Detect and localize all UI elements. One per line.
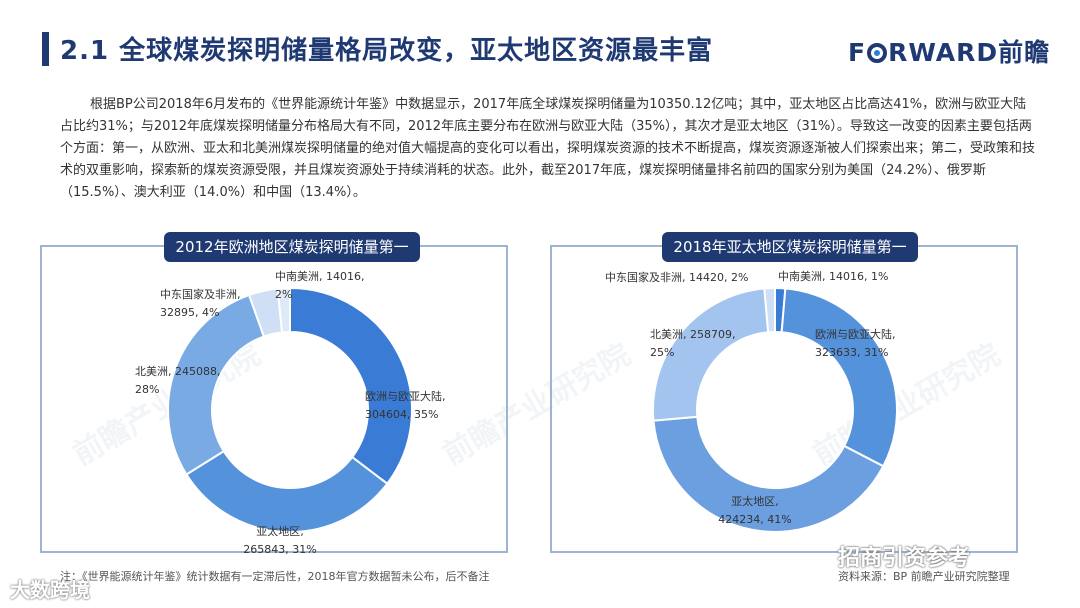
logo-o-icon [867, 43, 888, 63]
slice-label: 中东国家及非洲, 32895, 4% [160, 287, 241, 319]
slice-label: 中南美洲, 14016, 1% [778, 270, 888, 283]
footnote: 注：《世界能源统计年鉴》统计数据有一定滞后性，2018年官方数据暂未公布，后不备… [60, 570, 490, 583]
corner-watermark-left: 大数跨境 [10, 578, 90, 602]
slice-label: 北美洲, 258709, 25% [650, 328, 735, 359]
chart-title-2012: 2012年欧洲地区煤炭探明储量第一 [164, 232, 420, 262]
donut-chart-2012: 欧洲与欧亚大陆, 304604, 35% 亚太地区, 265843, 31% 北美洲, … [135, 270, 446, 556]
donut-slice [167, 293, 266, 476]
page-title: 2.1 全球煤炭探明储量格局改变，亚太地区资源最丰富 [60, 36, 714, 66]
title-accent-bar [42, 32, 49, 66]
slice-label: 中东国家及非洲, 14420, 2% [605, 270, 748, 284]
slice-label: 欧洲与欧亚大陆, 304604, 35% [365, 389, 446, 421]
donut-slice [652, 415, 885, 533]
source-note: 资料来源：BP 前瞻产业研究院整理 [838, 570, 1010, 583]
donut-chart-2018: 中南美洲, 14016, 1% 欧洲与欧亚大陆, 323633, 31% 亚太地区, 4… [605, 270, 898, 533]
donut-slice [763, 286, 776, 334]
slice-label: 中南美洲, 14016, 2% [275, 270, 364, 301]
title-bar: 2.1 全球煤炭探明储量格局改变，亚太地区资源最丰富 F RWARD前瞻 [0, 0, 1080, 86]
forward-logo: F RWARD前瞻 [848, 38, 1051, 67]
slice-label: 北美洲, 245088, 28% [135, 365, 220, 396]
donut-slice [780, 287, 898, 468]
slice-label: 亚太地区, 265843, 31% [243, 525, 316, 556]
chart-title-2018: 2018年亚太地区煤炭探明储量第一 [662, 232, 918, 262]
slice-label: 亚太地区, 424234, 41% [718, 495, 791, 526]
corner-watermark-right: 招商引资参考 [838, 546, 971, 571]
donut-slice [289, 286, 413, 486]
body-paragraph: 根据BP公司2018年6月发布的《世界能源统计年鉴》中数据显示，2017年底全球… [60, 97, 1036, 200]
donut-slice [276, 286, 291, 334]
donut-slice [185, 449, 389, 533]
slice-label: 欧洲与欧亚大陆, 323633, 31% [815, 327, 896, 359]
